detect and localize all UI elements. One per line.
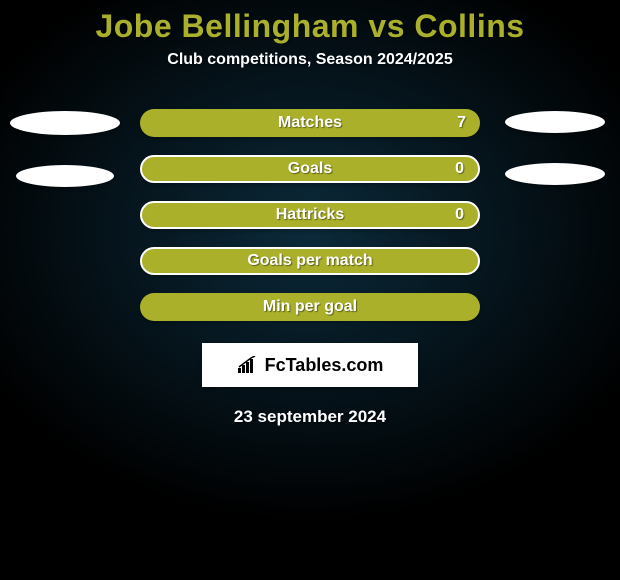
stat-bar: Min per goal bbox=[140, 293, 480, 321]
decorative-ellipse bbox=[10, 111, 120, 135]
decorative-ellipse bbox=[505, 163, 605, 185]
logo-text: FcTables.com bbox=[265, 355, 384, 376]
decorative-ellipse bbox=[505, 111, 605, 133]
logo-box: FcTables.com bbox=[202, 343, 418, 387]
stat-bar-label: Goals bbox=[288, 160, 332, 178]
stat-bar-label: Hattricks bbox=[276, 206, 344, 224]
stat-bar: Matches 7 bbox=[140, 109, 480, 137]
right-ellipse-column bbox=[500, 111, 610, 185]
stat-bar: Goals per match bbox=[140, 247, 480, 275]
content-wrapper: Jobe Bellingham vs Collins Club competit… bbox=[0, 0, 620, 580]
bar-chart-icon bbox=[237, 356, 259, 374]
stat-bar-label: Goals per match bbox=[247, 252, 372, 270]
chart-area: Matches 7 Goals 0 Hattricks 0 Goals per match M… bbox=[0, 109, 620, 321]
page-subtitle: Club competitions, Season 2024/2025 bbox=[167, 51, 452, 69]
stat-bar-value: 0 bbox=[455, 160, 464, 178]
decorative-ellipse bbox=[16, 165, 114, 187]
stat-bar: Hattricks 0 bbox=[140, 201, 480, 229]
left-ellipse-column bbox=[10, 111, 120, 187]
page-title: Jobe Bellingham vs Collins bbox=[95, 8, 524, 45]
stat-bar-label: Min per goal bbox=[263, 298, 357, 316]
stat-bar: Goals 0 bbox=[140, 155, 480, 183]
stat-bar-label: Matches bbox=[278, 114, 342, 132]
date-text: 23 september 2024 bbox=[234, 407, 386, 427]
stat-bar-value: 0 bbox=[455, 206, 464, 224]
stat-bars: Matches 7 Goals 0 Hattricks 0 Goals per match M… bbox=[140, 109, 480, 321]
stat-bar-value: 7 bbox=[457, 114, 466, 132]
